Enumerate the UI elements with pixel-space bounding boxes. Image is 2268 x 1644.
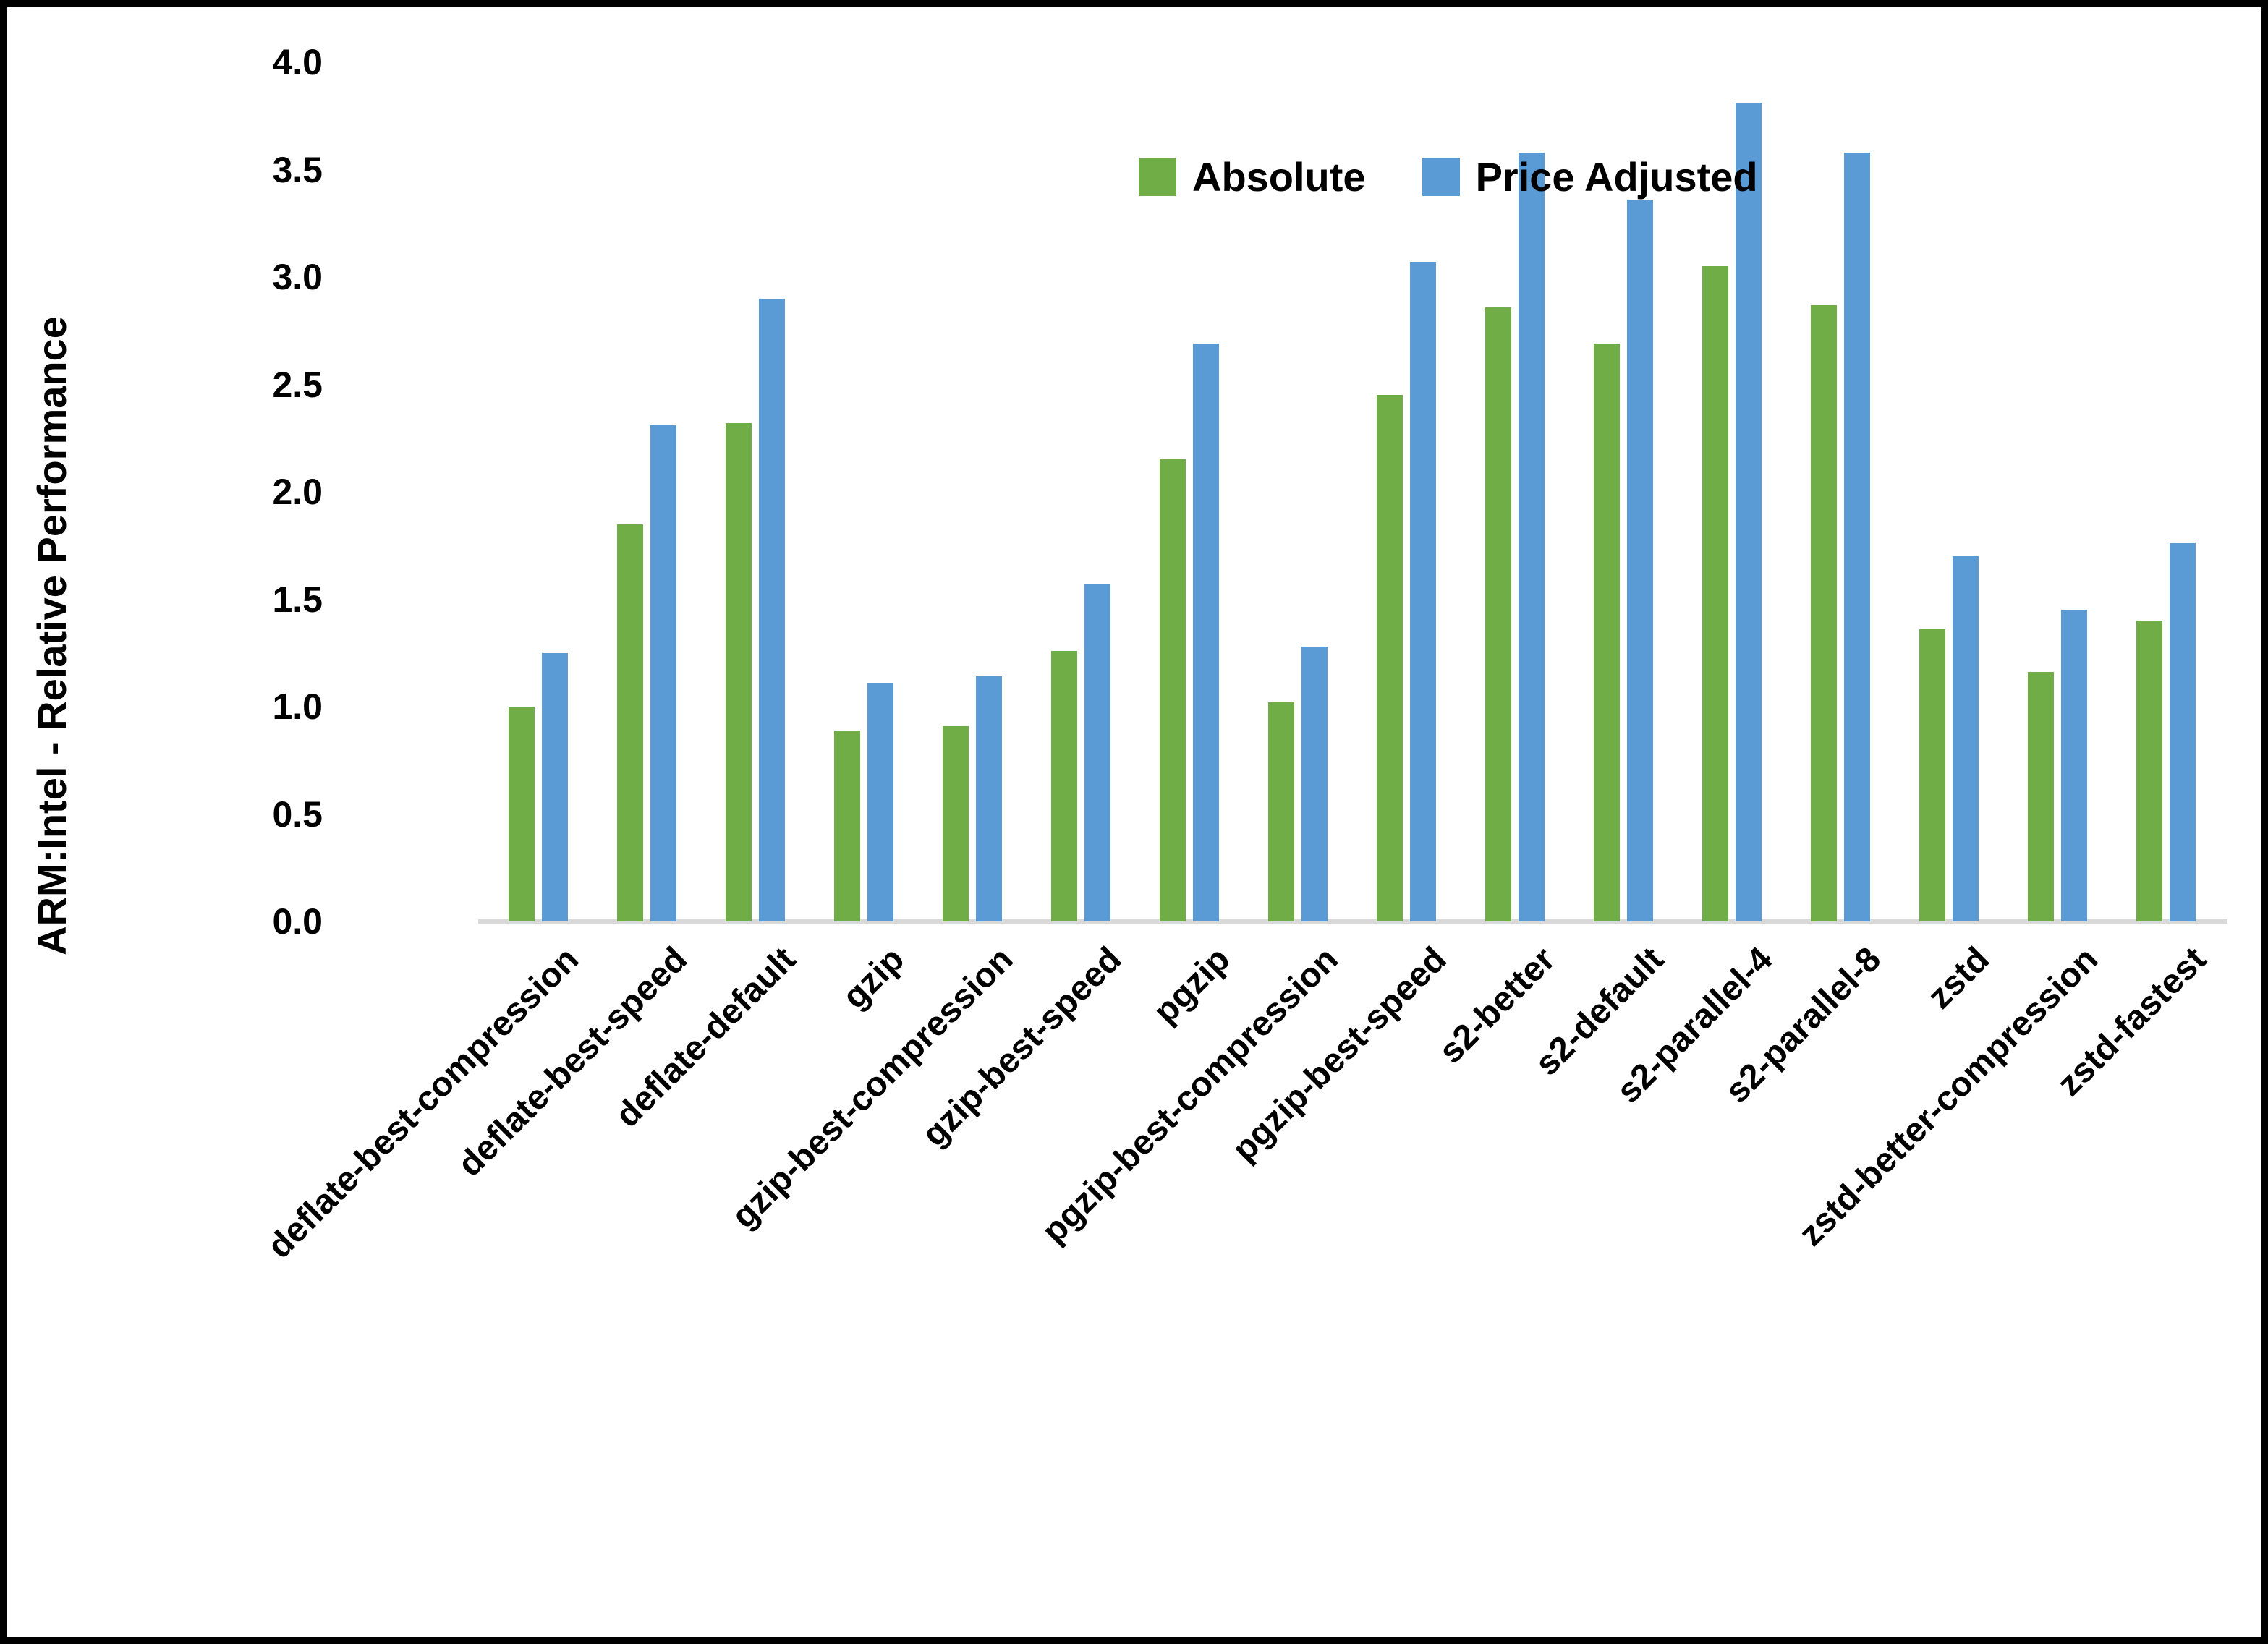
- bar-group-zstd-fastest: [2112, 62, 2220, 921]
- bar-zstd-fastest-price-adjusted: [2170, 543, 2196, 921]
- bar-s2-parallel-4-price-adjusted: [1736, 103, 1762, 921]
- y-tick-label-1.5: 1.5: [272, 579, 323, 620]
- bar-zstd-better-compression-price-adjusted: [2061, 610, 2087, 921]
- bar-pgzip-best-speed-price-adjusted: [1410, 262, 1436, 921]
- y-tick-label-0.5: 0.5: [272, 793, 323, 835]
- bar-s2-default-price-adjusted: [1627, 200, 1653, 921]
- legend-item-absolute: Absolute: [1139, 153, 1366, 200]
- legend-item-price-adjusted: Price Adjusted: [1422, 153, 1758, 200]
- bar-s2-parallel-8-price-adjusted: [1844, 152, 1870, 921]
- bar-deflate-best-compression-absolute: [509, 707, 535, 921]
- bar-pgzip-absolute: [1160, 459, 1186, 921]
- bar-group-gzip-best-compression: [918, 62, 1027, 921]
- y-tick-label-3.5: 3.5: [272, 149, 323, 190]
- bar-gzip-best-compression-price-adjusted: [976, 676, 1002, 921]
- bar-deflate-best-speed-absolute: [617, 524, 643, 921]
- legend-swatch-absolute: [1139, 158, 1176, 196]
- legend-swatch-price-adjusted: [1422, 158, 1460, 196]
- y-tick-label-2.5: 2.5: [272, 364, 323, 405]
- x-label-zstd: zstd: [1920, 940, 1997, 1017]
- bar-group-s2-default: [1569, 62, 1678, 921]
- x-label-gzip: gzip: [835, 940, 912, 1017]
- y-axis-title-text: ARM:Intel - Relative Performance: [29, 316, 75, 955]
- bar-gzip-best-speed-absolute: [1051, 650, 1077, 921]
- bar-deflate-default-absolute: [726, 422, 752, 921]
- bar-group-zstd: [1895, 62, 2003, 921]
- bar-s2-better-absolute: [1485, 307, 1511, 921]
- bar-group-pgzip-best-compression: [1244, 62, 1352, 921]
- bar-group-deflate-best-compression: [484, 62, 593, 921]
- bar-deflate-best-speed-price-adjusted: [650, 425, 676, 921]
- x-label-pgzip: pgzip: [1146, 940, 1238, 1031]
- bar-gzip-price-adjusted: [867, 683, 893, 921]
- legend-label-absolute: Absolute: [1192, 154, 1366, 200]
- y-tick-label-3.0: 3.0: [272, 257, 323, 297]
- bar-group-pgzip: [1135, 62, 1244, 921]
- x-axis-line: [478, 919, 2227, 924]
- bar-s2-better-price-adjusted: [1519, 152, 1545, 921]
- bar-pgzip-best-compression-absolute: [1268, 702, 1294, 921]
- bar-group-pgzip-best-speed: [1352, 62, 1461, 921]
- bar-zstd-absolute: [1919, 629, 1945, 921]
- legend: Absolute Price Adjusted: [1139, 153, 1758, 200]
- legend-label-price-adjusted: Price Adjusted: [1475, 154, 1758, 200]
- bar-pgzip-best-compression-price-adjusted: [1301, 646, 1328, 921]
- bar-deflate-best-compression-price-adjusted: [542, 652, 568, 921]
- bar-group-s2-better: [1461, 62, 1569, 921]
- bar-deflate-default-price-adjusted: [759, 298, 785, 921]
- bar-group-deflate-best-speed: [593, 62, 701, 921]
- plot-area: Absolute Price Adjusted: [478, 62, 2227, 924]
- bar-zstd-better-compression-absolute: [2028, 672, 2054, 921]
- bar-gzip-best-compression-absolute: [943, 725, 969, 921]
- y-tick-label-1.0: 1.0: [272, 686, 323, 727]
- bar-zstd-fastest-absolute: [2136, 621, 2162, 921]
- y-tick-label-2.0: 2.0: [272, 472, 323, 512]
- bar-s2-parallel-8-absolute: [1811, 304, 1837, 921]
- bar-group-s2-parallel-4: [1678, 62, 1786, 921]
- bar-gzip-best-speed-price-adjusted: [1084, 584, 1110, 921]
- bar-s2-parallel-4-absolute: [1702, 266, 1728, 921]
- x-label-gzip-best-speed: gzip-best-speed: [914, 940, 1129, 1154]
- bar-group-deflate-default: [701, 62, 810, 921]
- bar-group-gzip-best-speed: [1027, 62, 1135, 921]
- bar-pgzip-best-speed-absolute: [1377, 395, 1403, 921]
- bar-group-gzip: [810, 62, 918, 921]
- bar-group-zstd-better-compression: [2003, 62, 2112, 921]
- bar-zstd-price-adjusted: [1953, 556, 1979, 921]
- bar-s2-default-absolute: [1594, 344, 1620, 921]
- x-label-pgzip-best-speed: pgzip-best-speed: [1225, 940, 1455, 1170]
- y-tick-label-4.0: 4.0: [272, 42, 323, 82]
- bar-gzip-absolute: [834, 730, 860, 921]
- y-tick-label-0.0: 0.0: [272, 901, 323, 942]
- bar-group-s2-parallel-8: [1786, 62, 1895, 921]
- bar-pgzip-price-adjusted: [1193, 344, 1219, 921]
